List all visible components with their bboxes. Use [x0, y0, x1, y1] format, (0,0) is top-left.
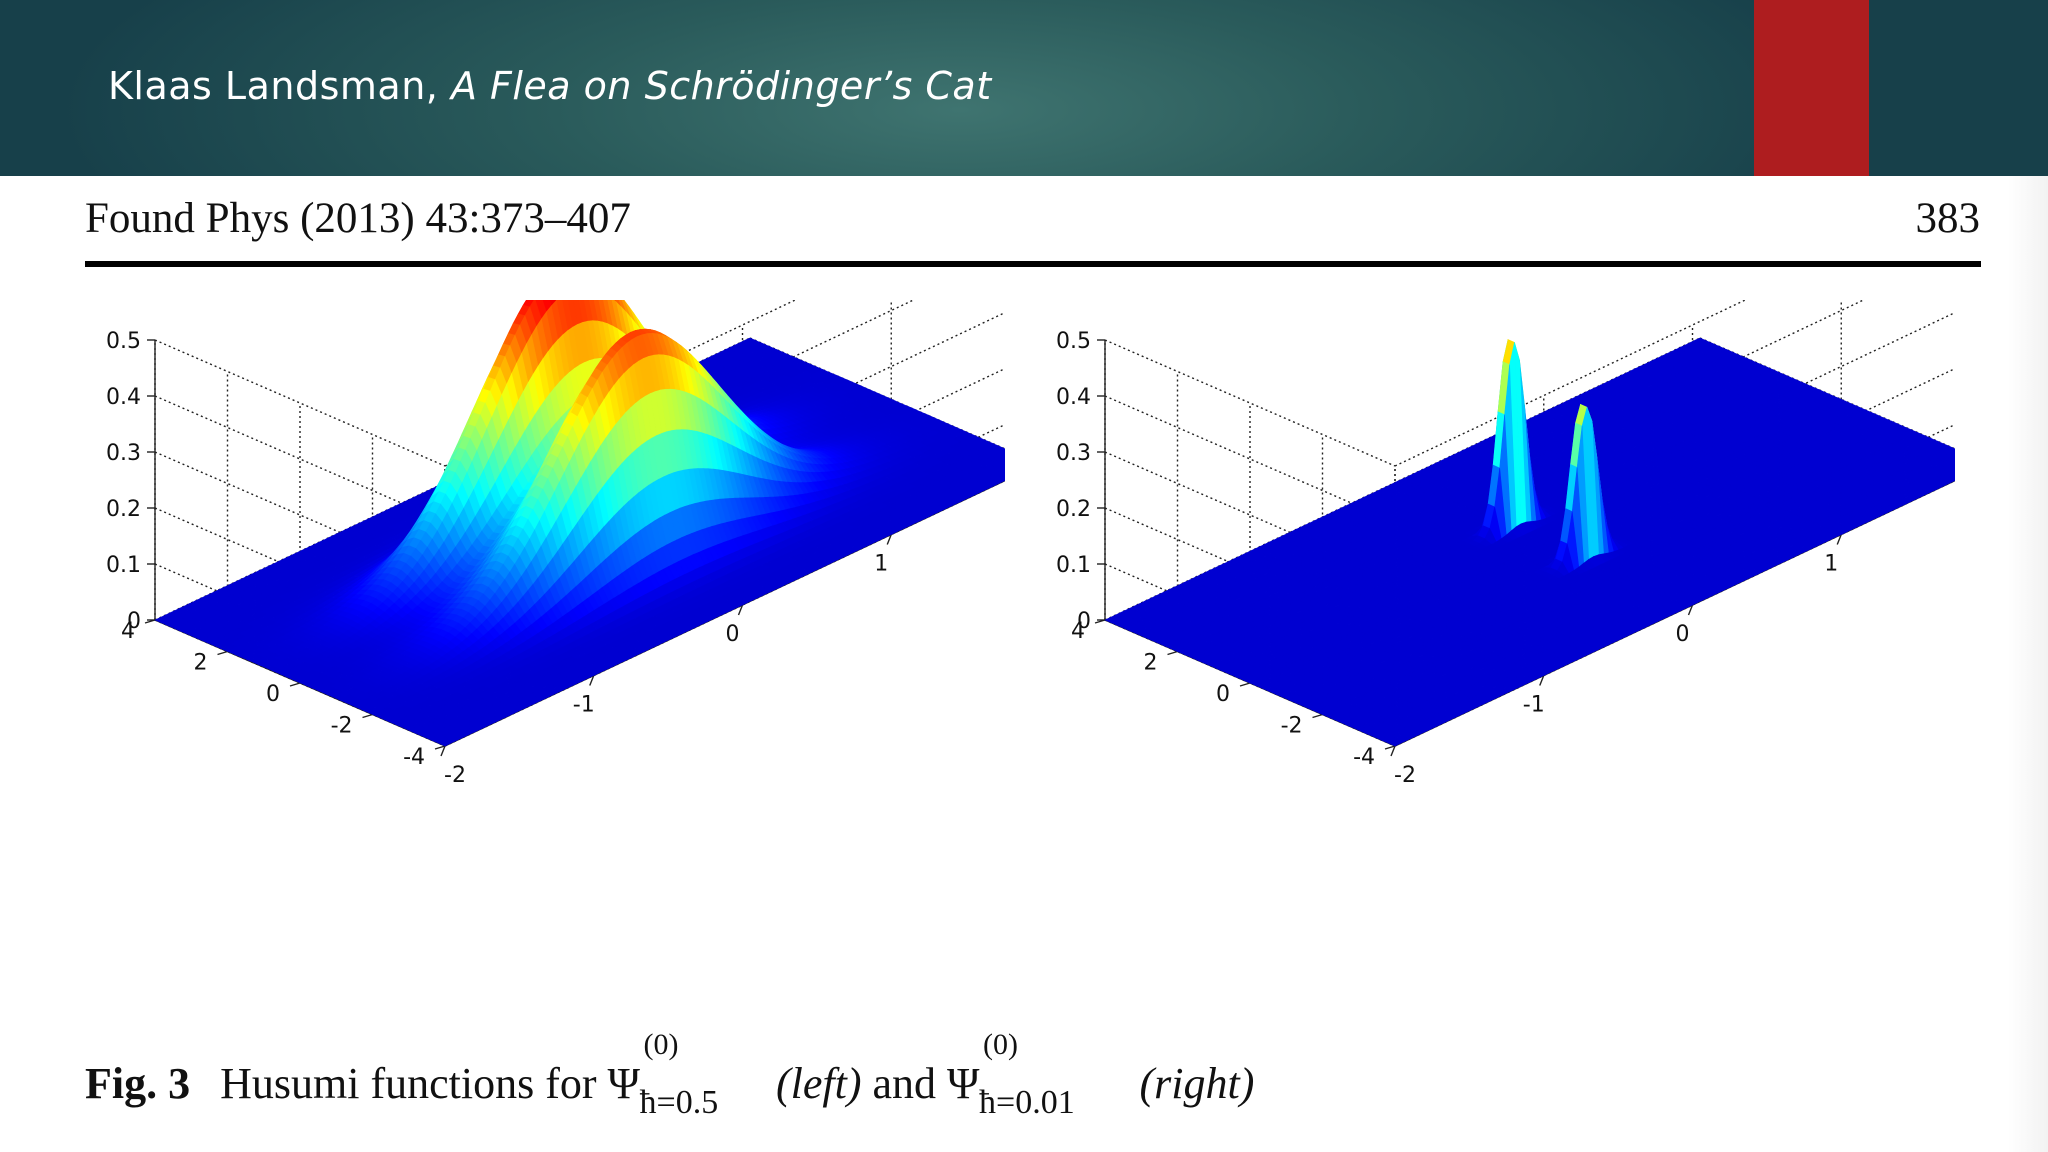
- p-tick-mark: [737, 604, 744, 616]
- z-tick-label: 0.4: [106, 385, 141, 410]
- q-tick-label: -2: [331, 714, 353, 739]
- q-tick-label: -4: [403, 745, 425, 770]
- z-tick-label: 0: [127, 609, 141, 634]
- slide-title-work: A Flea on Schrödinger’s Cat: [450, 64, 992, 108]
- p-tick-label: 1: [874, 552, 888, 577]
- p-tick-label: 0: [726, 622, 740, 647]
- q-tick-mark: [434, 745, 446, 750]
- p-tick-mark: [886, 534, 892, 545]
- q-tick-mark: [362, 713, 373, 719]
- q-tick-label: 0: [266, 682, 280, 707]
- p-tick-mark: [589, 675, 595, 686]
- q-tick-label: 2: [194, 651, 208, 676]
- q-tick-mark: [289, 682, 301, 687]
- z-tick-label: 0.3: [106, 441, 141, 466]
- p-tick-mark: [440, 745, 446, 757]
- p-tick-label: -1: [573, 693, 595, 718]
- page-number: 383: [1915, 195, 1981, 242]
- slide-header: Klaas Landsman, A Flea on Schrödinger’s …: [0, 0, 2048, 176]
- page-edge-shadow: [2008, 176, 2048, 1152]
- journal-reference: Found Phys (2013) 43:373–407: [85, 195, 631, 242]
- z-tick-label: 0.1: [106, 553, 141, 578]
- q-tick-mark: [144, 619, 156, 624]
- z-tick-label: 0.5: [106, 329, 141, 354]
- header-rule: [85, 261, 1981, 267]
- q-tick-label: 4: [121, 619, 135, 644]
- slide-title-author: Klaas Landsman,: [108, 64, 451, 108]
- p-tick-label: -2: [444, 763, 466, 788]
- q-tick-mark: [217, 650, 228, 656]
- header-accent-block: [1754, 0, 1869, 176]
- surface-mesh: [154, 263, 1041, 747]
- z-tick-label: 0.2: [106, 497, 141, 522]
- slide-title: Klaas Landsman, A Flea on Schrödinger’s …: [108, 64, 992, 108]
